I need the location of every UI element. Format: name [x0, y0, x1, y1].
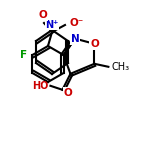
Text: CH₃: CH₃: [111, 62, 130, 72]
Text: F: F: [20, 50, 27, 60]
Text: N⁺: N⁺: [45, 20, 59, 30]
Text: O: O: [39, 10, 47, 20]
Text: O: O: [64, 88, 73, 98]
Text: N: N: [71, 34, 79, 44]
Text: HO: HO: [32, 81, 48, 91]
Text: O: O: [90, 39, 99, 49]
Text: O⁻: O⁻: [69, 18, 83, 28]
